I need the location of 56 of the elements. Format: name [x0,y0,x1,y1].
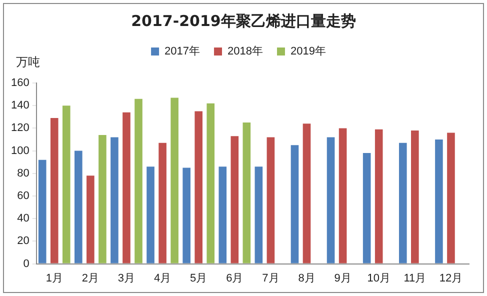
bar [62,106,70,264]
bar [146,166,154,264]
bar [447,132,455,264]
y-tick-label: 120 [10,122,30,134]
bar [206,103,215,264]
bar [362,153,371,264]
x-tick-label: 12月 [439,272,463,284]
bar [98,134,106,264]
bar [254,166,263,264]
y-tick-label: 160 [10,77,30,90]
x-tick-label: 11月 [404,272,426,284]
y-tick-label: 20 [17,235,30,248]
bar [194,111,202,264]
y-tick-label: 60 [17,190,30,202]
bar [182,168,190,264]
bar [302,124,311,264]
y-tick-label: 140 [10,100,30,112]
bar [338,128,347,264]
bar [110,137,118,264]
x-tick-label: 3月 [118,272,136,284]
y-tick-label: 0 [23,258,30,270]
bar [374,129,383,264]
bar [50,118,58,264]
bar [170,98,178,264]
bar [242,122,251,264]
x-tick-label: 9月 [334,272,352,284]
legend-label: 2018年 [228,46,263,58]
bar [38,160,46,264]
y-tick-label: 80 [17,167,30,180]
chart-title: 2017-2019年聚乙烯进口量走势 [130,12,357,31]
x-tick-label: 1月 [46,272,63,284]
x-tick-label: 7月 [262,272,280,284]
x-tick-label: 5月 [190,272,208,284]
legend-label: 2017年 [164,46,200,58]
bar [74,150,82,264]
bar [122,112,130,264]
x-tick-label: 4月 [154,272,172,284]
bar [86,176,94,264]
bar [398,142,407,264]
bar [326,137,335,264]
y-tick-label: 40 [17,212,30,225]
bar [435,140,443,264]
bar [290,145,299,264]
x-tick-label: 6月 [226,272,244,284]
bar [134,98,142,264]
bar [230,136,239,264]
bar [158,142,166,264]
y-tick-label: 100 [10,144,30,157]
x-tick-label: 2月 [82,272,99,284]
bar [411,130,419,264]
y-axis-title: 万吨 [16,54,40,71]
legend-label: 2019年 [290,46,326,58]
bar [218,166,227,264]
bar [266,137,275,264]
x-tick-label: 10月 [367,272,390,284]
x-tick-label: 8月 [298,272,316,284]
